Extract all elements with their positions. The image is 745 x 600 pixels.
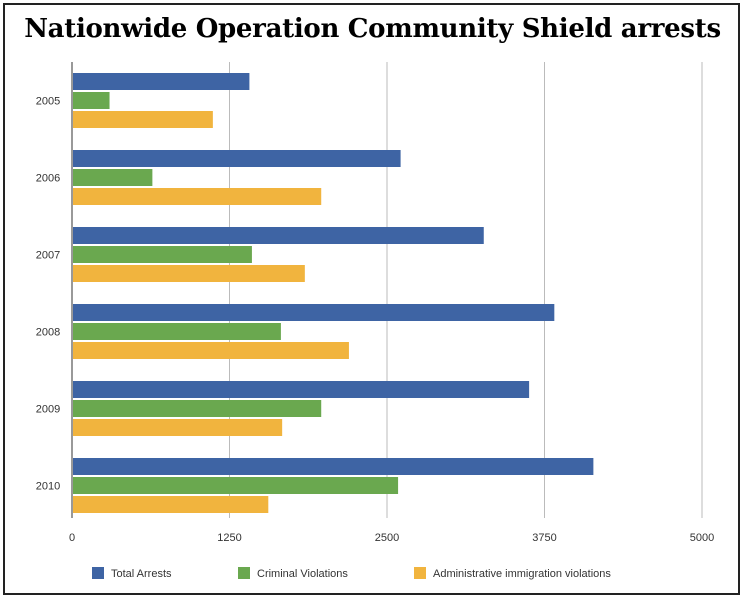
x-tick-labels: 0 1250 2500 3750 5000 — [69, 532, 714, 544]
category-label-2005: 2005 — [36, 96, 60, 108]
legend-swatch-criminal-violations — [238, 567, 250, 579]
bar-2006-criminal-violations — [73, 169, 153, 186]
x-tick-label-0: 0 — [69, 532, 75, 544]
legend-swatch-total-arrests — [92, 567, 104, 579]
category-labels: 2005 2006 2007 2008 2009 2010 — [36, 96, 60, 493]
category-label-2007: 2007 — [36, 250, 60, 262]
bar-2006-administrative-immigration-violations — [73, 188, 322, 205]
bar-2009-criminal-violations — [73, 400, 322, 417]
category-label-2009: 2009 — [36, 404, 60, 416]
bar-2010-criminal-violations — [73, 477, 399, 494]
bar-2008-total-arrests — [73, 304, 555, 321]
bar-2006-total-arrests — [73, 150, 401, 167]
bar-2010-administrative-immigration-violations — [73, 496, 269, 513]
legend-label-administrative-immigration-violations: Administrative immigration violations — [433, 568, 611, 580]
bar-2005-total-arrests — [73, 73, 250, 90]
legend-swatch-administrative-immigration-violations — [414, 567, 426, 579]
gridlines — [229, 62, 703, 518]
bar-2009-administrative-immigration-violations — [73, 419, 283, 436]
bar-2007-criminal-violations — [73, 246, 252, 263]
legend: Total Arrests Criminal Violations Administ… — [92, 567, 611, 580]
bar-2009-total-arrests — [73, 381, 530, 398]
bar-2007-administrative-immigration-violations — [73, 265, 305, 282]
chart-title: Nationwide Operation Community Shield ar… — [24, 14, 721, 44]
legend-label-criminal-violations: Criminal Violations — [257, 568, 348, 580]
x-tick-label-2500: 2500 — [375, 532, 399, 544]
bar-2005-administrative-immigration-violations — [73, 111, 213, 128]
category-label-2006: 2006 — [36, 173, 60, 185]
bar-2008-administrative-immigration-violations — [73, 342, 349, 359]
bars — [73, 73, 594, 513]
bar-2008-criminal-violations — [73, 323, 281, 340]
x-tick-label-1250: 1250 — [217, 532, 241, 544]
legend-label-total-arrests: Total Arrests — [111, 568, 172, 580]
x-tick-label-5000: 5000 — [690, 532, 714, 544]
x-tick-label-3750: 3750 — [532, 532, 556, 544]
category-label-2008: 2008 — [36, 327, 60, 339]
category-label-2010: 2010 — [36, 481, 60, 493]
bar-2010-total-arrests — [73, 458, 594, 475]
bar-2007-total-arrests — [73, 227, 484, 244]
bar-2005-criminal-violations — [73, 92, 110, 109]
